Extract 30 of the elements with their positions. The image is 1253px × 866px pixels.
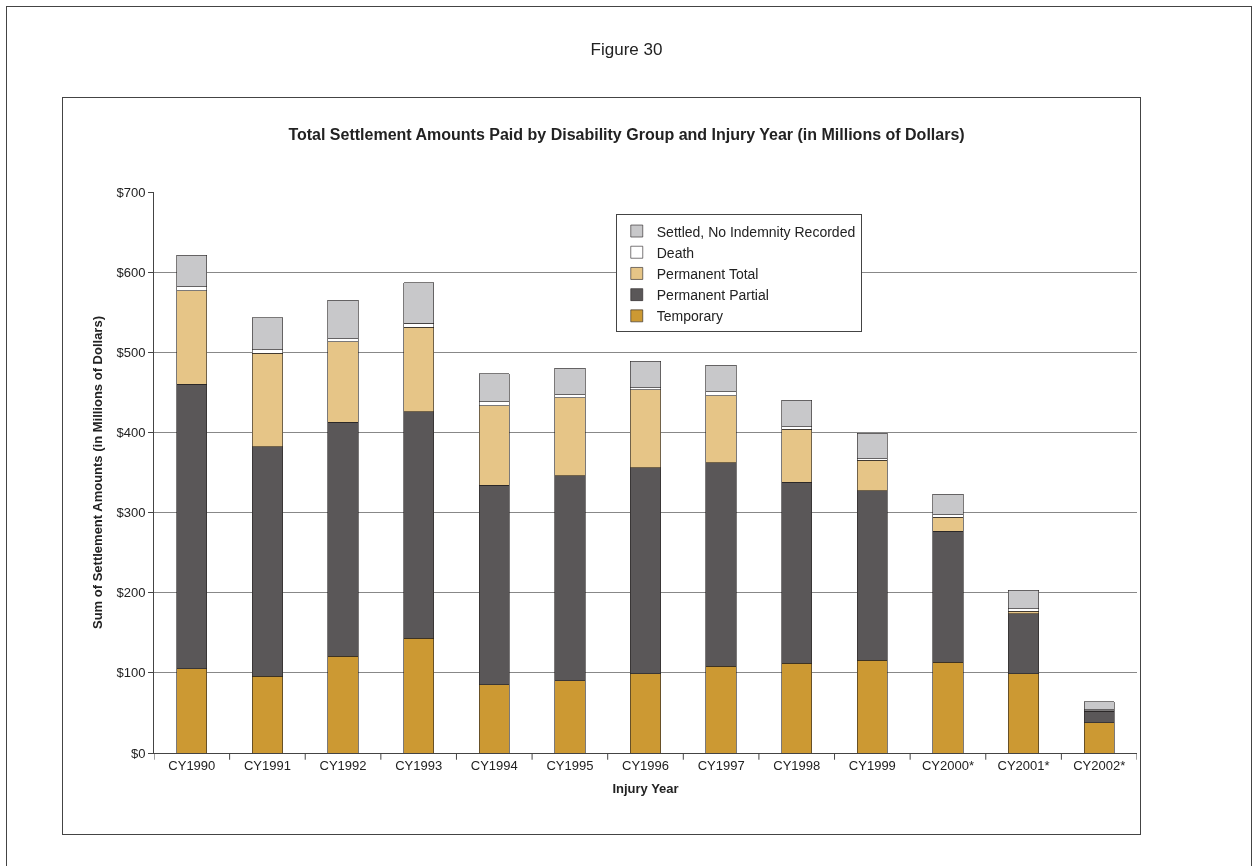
legend-label: Settled, No Indemnity Recorded [656, 223, 856, 240]
x-tick-label: CY1994 [470, 757, 518, 773]
x-tick-label: CY1992 [319, 757, 367, 773]
x-tick-label: CY1999 [848, 757, 896, 773]
x-tick-label: CY1997 [697, 757, 745, 773]
x-tick-label: CY2000* [921, 757, 974, 773]
y-tick-label: $400 [116, 424, 146, 440]
x-tick-label: CY1990 [168, 757, 216, 773]
x-tick-label: CY1991 [243, 757, 291, 773]
caption: Figure 30 [589, 40, 664, 60]
y-tick-label: $100 [116, 665, 146, 681]
y-tick-label: $300 [116, 505, 146, 521]
x-tick-label: CY1993 [395, 757, 443, 773]
x-axis-title: Injury Year [612, 781, 679, 797]
y-tick-label: $500 [116, 344, 146, 360]
x-tick-label: CY1998 [773, 757, 821, 773]
legend-label: Permanent Partial [656, 287, 769, 304]
chart-title: Total Settlement Amounts Paid by Disability Group and Injury Year (in Millions of Dollars) [288, 125, 965, 143]
x-tick-label: CY1996 [622, 757, 669, 773]
y-tick-label: $0 [130, 745, 146, 761]
legend-label: Death [656, 244, 695, 261]
x-tick-label: CY2001* [997, 757, 1050, 773]
y-axis-title: Sum of Settlement Amounts (in Millions of Dollars) [90, 316, 106, 629]
x-tick-label: CY1995 [546, 757, 594, 773]
legend-label: Permanent Total [656, 265, 759, 282]
y-tick-label: $600 [116, 264, 146, 280]
y-tick-label: $700 [116, 184, 146, 200]
x-tick-label: CY2002* [1073, 757, 1126, 773]
legend-label: Temporary [656, 308, 723, 325]
y-tick-label: $200 [116, 585, 146, 601]
